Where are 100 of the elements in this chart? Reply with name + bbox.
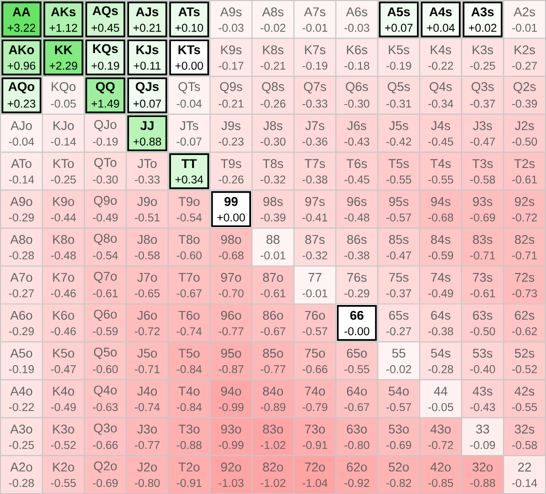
data-label: -0.40	[470, 365, 496, 374]
annotation: A8s	[262, 7, 284, 16]
data-label: -0.29	[9, 213, 34, 222]
data-label: -0.04	[9, 138, 34, 146]
data-label: -0.27	[512, 62, 537, 70]
annotation: K2o	[53, 462, 74, 472]
data-label: -0.73	[512, 289, 537, 298]
annotation: Q5o	[94, 348, 117, 359]
data-label: -0.38	[428, 327, 454, 336]
annotation: J7o	[137, 272, 157, 282]
annotation: A9o	[10, 197, 32, 206]
data-label: -0.30	[344, 100, 370, 108]
data-label: -0.01	[512, 24, 537, 32]
annotation: J5s	[389, 121, 408, 130]
data-label: -0.61	[92, 289, 118, 298]
data-label: -0.33	[302, 100, 328, 108]
data-label: -0.72	[134, 327, 160, 336]
annotation: 43s	[472, 386, 492, 396]
annotation: 85o	[262, 348, 284, 358]
annotation: AA	[12, 7, 30, 16]
annotation: 44	[434, 386, 448, 396]
data-label: -0.46	[50, 289, 76, 298]
data-label: -0.70	[218, 289, 244, 298]
data-label: -0.34	[428, 100, 454, 108]
data-label: -0.59	[428, 251, 454, 260]
annotation: T3s	[472, 159, 493, 168]
data-label: -0.80	[344, 441, 370, 449]
annotation: J2o	[137, 462, 157, 472]
data-label: -0.87	[218, 365, 244, 374]
data-label: -0.55	[344, 365, 370, 374]
data-label: -0.48	[50, 251, 76, 260]
annotation: A8o	[10, 234, 32, 244]
annotation: K3s	[472, 45, 494, 54]
annotation: KQo	[52, 82, 76, 94]
annotation: 99	[224, 197, 238, 206]
data-label: -0.72	[428, 441, 454, 449]
data-label: -0.47	[470, 138, 495, 146]
annotation: J8o	[137, 234, 157, 244]
data-label: -0.66	[302, 365, 328, 374]
data-label: -1.03	[218, 478, 244, 487]
data-label: -0.69	[92, 478, 118, 487]
data-label: -0.33	[134, 176, 160, 184]
data-label: +0.88	[133, 138, 162, 146]
annotation: 87o	[262, 272, 284, 282]
data-label: -0.01	[302, 289, 328, 298]
data-label: -0.58	[134, 251, 160, 260]
data-label: -0.66	[92, 441, 118, 449]
data-label: -0.69	[470, 213, 495, 222]
data-label: -0.58	[470, 176, 496, 184]
data-label: -0.39	[512, 100, 537, 108]
data-label: +0.07	[133, 100, 161, 108]
annotation: J2s	[514, 121, 534, 130]
data-label: -0.65	[134, 289, 160, 298]
annotation: 85s	[389, 234, 408, 244]
annotation: KK	[55, 45, 72, 54]
data-label: -0.49	[428, 289, 454, 298]
annotation: 22	[518, 462, 531, 472]
annotation: 73o	[305, 424, 325, 434]
annotation: 83o	[262, 424, 284, 434]
data-label: -0.31	[386, 100, 412, 108]
annotation: A5o	[10, 348, 32, 358]
data-label: -0.68	[428, 213, 454, 222]
data-label: -0.79	[302, 403, 328, 412]
data-label: -0.55	[512, 403, 537, 412]
annotation: 65s	[389, 310, 408, 320]
data-label: -0.62	[512, 327, 537, 336]
data-label: -0.85	[428, 478, 454, 487]
data-label: -0.92	[344, 478, 370, 487]
data-label: -0.55	[50, 478, 76, 487]
annotation: T4s	[430, 159, 451, 168]
data-label: -0.61	[512, 176, 537, 184]
annotation: K7o	[53, 272, 74, 282]
data-label: +0.10	[175, 24, 204, 32]
data-label: -0.19	[92, 138, 118, 146]
annotation: 62o	[346, 462, 367, 472]
data-label: -0.58	[512, 441, 537, 449]
data-label: -0.38	[302, 176, 328, 184]
data-label: -0.57	[386, 403, 412, 412]
data-label: +0.21	[133, 24, 161, 32]
data-label: -0.91	[176, 478, 202, 487]
annotation: 75o	[305, 348, 325, 358]
data-label: -0.30	[92, 176, 118, 184]
data-label: -0.47	[50, 365, 76, 374]
annotation: 87s	[305, 234, 325, 244]
data-label: -0.50	[470, 327, 496, 336]
annotation: ATs	[178, 7, 200, 16]
data-label: -0.43	[470, 403, 496, 412]
annotation: TT	[182, 159, 197, 168]
annotation: 82s	[514, 234, 534, 244]
annotation: Q9s	[220, 82, 242, 94]
data-label: +0.23	[8, 100, 36, 108]
annotation: 84o	[262, 386, 284, 396]
annotation: 84s	[431, 234, 450, 244]
annotation: 74s	[431, 272, 450, 282]
data-label: -0.14	[512, 478, 538, 487]
data-label: -0.41	[302, 213, 328, 222]
data-label: -0.03	[344, 24, 370, 32]
annotation: J8s	[263, 121, 282, 130]
annotation: 55	[392, 348, 406, 358]
annotation: 93o	[221, 424, 242, 434]
